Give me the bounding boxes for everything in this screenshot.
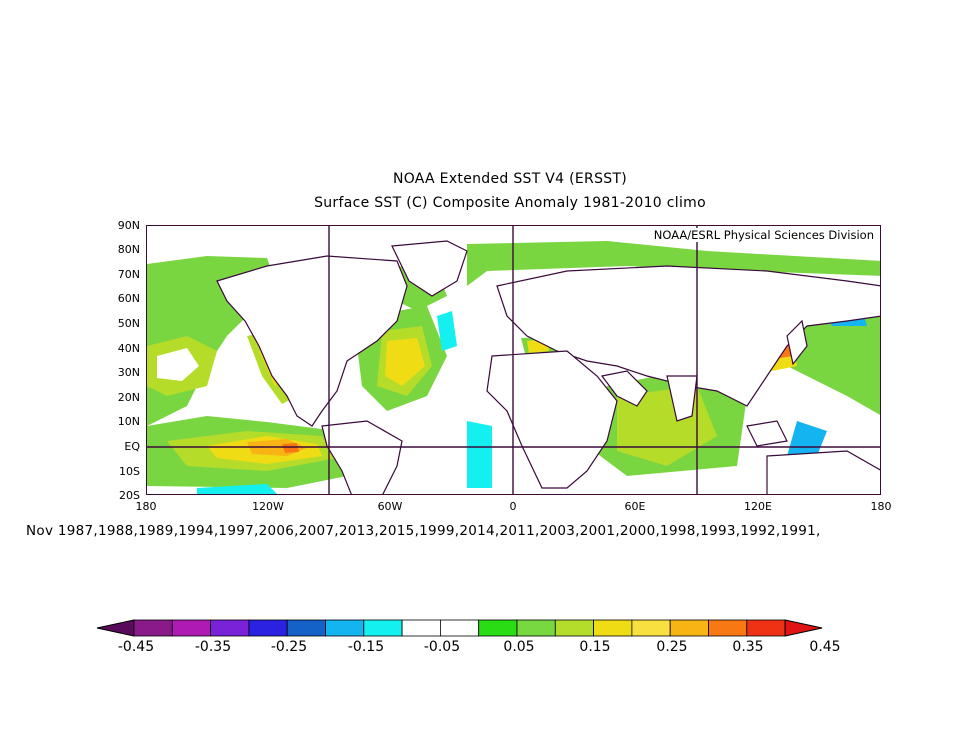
credit-label: NOAA/ESRL Physical Sciences Division [651, 228, 876, 242]
lon-label: 120E [744, 500, 772, 513]
lat-label: 80N [117, 243, 140, 256]
colorbar-label: 0.35 [732, 639, 764, 655]
lat-label: 30N [117, 366, 140, 379]
colorbar-swatch [286, 619, 326, 637]
lon-label: 180 [135, 500, 157, 513]
composite-dates: Nov 1987,1988,1989,1994,1997,2006,2007,2… [26, 523, 821, 539]
colorbar [96, 619, 823, 637]
colorbar-swatch [401, 619, 441, 637]
colorbar-swatch [325, 619, 365, 637]
lon-label: 120W [252, 500, 284, 513]
lat-label: 20N [117, 391, 140, 404]
colorbar-swatch [708, 619, 748, 637]
reference-lines [147, 226, 880, 494]
lon-label: 0 [509, 500, 517, 513]
colorbar-label: -0.45 [117, 639, 155, 655]
colorbar-label: -0.15 [347, 639, 385, 655]
lat-label: 10N [117, 415, 140, 428]
colorbar-label: -0.35 [194, 639, 232, 655]
colorbar-swatch [439, 619, 480, 637]
colorbar-swatch [516, 619, 556, 637]
lat-label: 40N [117, 342, 140, 355]
lat-label: 70N [117, 268, 140, 281]
colorbar-label: 0.05 [503, 639, 535, 655]
colorbar-swatch [210, 619, 250, 637]
lat-label: 60N [117, 292, 140, 305]
colorbar-label: 0.15 [579, 639, 611, 655]
lon-label: 180 [870, 500, 892, 513]
colorbar-swatch [363, 619, 403, 637]
colorbar-swatch [669, 619, 709, 637]
map-title: NOAA Extended SST V4 (ERSST) [392, 171, 628, 187]
colorbar-swatch [593, 619, 633, 637]
lat-label: 50N [117, 317, 140, 330]
colorbar-swatch [133, 619, 173, 637]
colorbar-label: -0.25 [270, 639, 308, 655]
lat-label: 90N [117, 219, 140, 232]
colorbar-label: -0.05 [423, 639, 461, 655]
map-canvas [147, 226, 880, 494]
colorbar-arrow-high [784, 619, 823, 637]
lat-label: 10S [119, 465, 140, 478]
colorbar-label: 0.45 [809, 639, 841, 655]
coastlines [216, 240, 880, 494]
colorbar-swatch [631, 619, 671, 637]
sst-anomaly-map: NOAA/ESRL Physical Sciences Division [146, 225, 881, 495]
lon-label: 60E [624, 500, 646, 513]
colorbar-swatch [554, 619, 594, 637]
colorbar-arrow-low [96, 619, 135, 637]
colorbar-swatch [746, 619, 786, 637]
lat-label: 20S [119, 489, 140, 502]
colorbar-swatch [171, 619, 212, 637]
lat-label: EQ [124, 440, 140, 453]
colorbar-swatch [248, 619, 288, 637]
lon-label: 60W [377, 500, 403, 513]
map-subtitle: Surface SST (C) Composite Anomaly 1981-2… [314, 195, 706, 211]
colorbar-label: 0.25 [656, 639, 688, 655]
colorbar-swatch [478, 619, 518, 637]
